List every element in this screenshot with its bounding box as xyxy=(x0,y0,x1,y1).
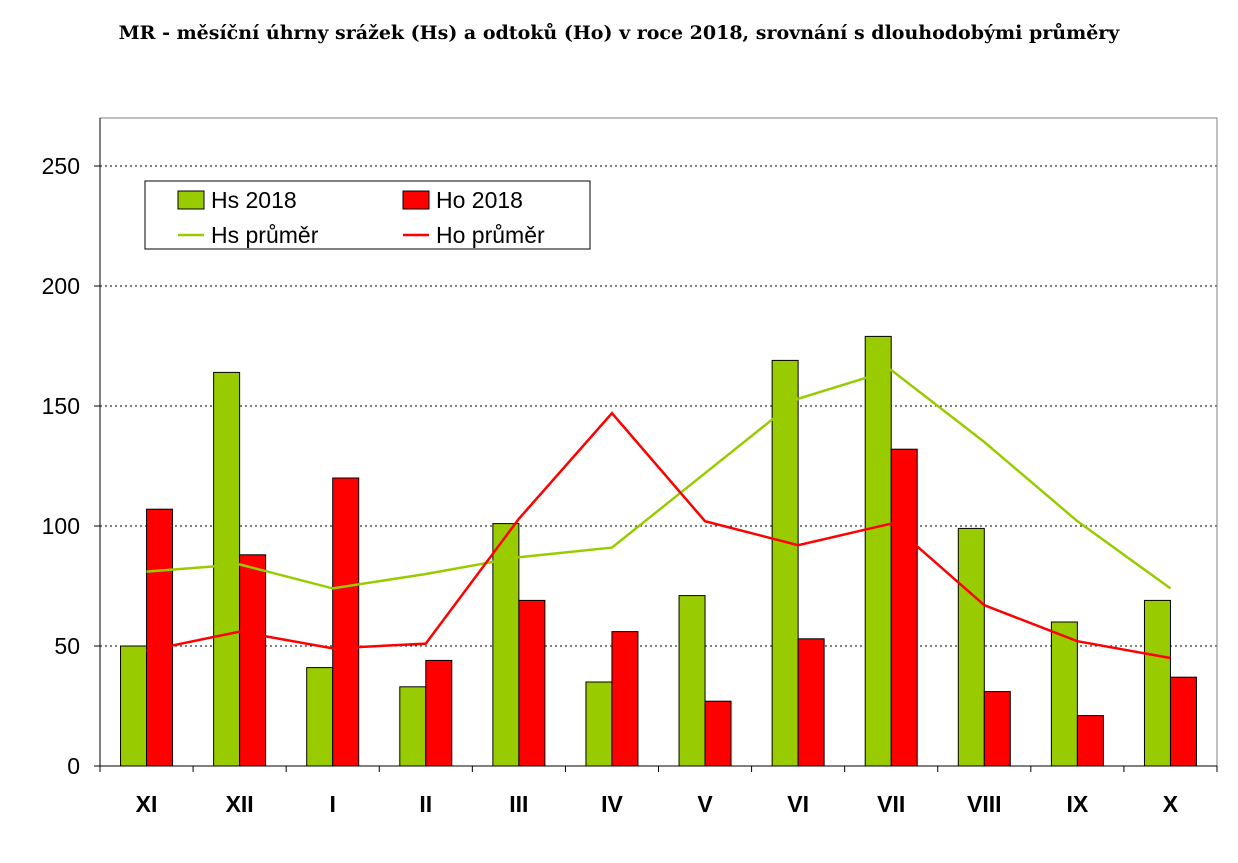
chart-title: MR - měsíční úhrny srážek (Hs) a odtoků … xyxy=(118,22,1120,44)
bar-ho-2018 xyxy=(983,691,1011,767)
bar-ho-2018 xyxy=(890,448,918,767)
bar-hs-2018 xyxy=(864,335,892,767)
y-tick-label: 50 xyxy=(54,633,80,659)
bar-ho-2018 xyxy=(797,638,825,767)
x-tick-label: II xyxy=(419,791,432,817)
bar-hs-2018 xyxy=(957,527,985,767)
bar-hs-2018 xyxy=(492,523,520,767)
x-tick-label: IX xyxy=(1067,791,1089,817)
x-tick-label: V xyxy=(697,791,713,817)
bar-ho-2018 xyxy=(425,659,453,767)
x-tick-label: VI xyxy=(787,791,809,817)
x-tick-label: XII xyxy=(226,791,254,817)
y-tick-label: 250 xyxy=(42,153,80,179)
x-tick-label: XI xyxy=(136,791,158,817)
bar-ho-2018 xyxy=(611,631,639,767)
bar-ho-2018 xyxy=(1169,676,1197,767)
legend-label: Ho 2018 xyxy=(436,187,523,213)
y-tick-label: 150 xyxy=(42,393,80,419)
bar-hs-2018 xyxy=(120,645,148,767)
bar-hs-2018 xyxy=(213,371,241,767)
bar-ho-2018 xyxy=(146,508,174,767)
x-tick-label: IV xyxy=(601,791,623,817)
series-line xyxy=(146,411,1171,660)
x-tick-label: VIII xyxy=(967,791,1002,817)
bar-hs-2018 xyxy=(585,681,613,767)
legend-label: Hs 2018 xyxy=(211,187,297,213)
legend-label: Hs průměr xyxy=(211,222,319,248)
x-tick-label: VII xyxy=(877,791,905,817)
bar-hs-2018 xyxy=(678,595,706,767)
lines xyxy=(146,368,1172,660)
legend-label: Ho průměr xyxy=(436,222,545,248)
x-tick-label: X xyxy=(1163,791,1179,817)
bar-ho-2018 xyxy=(518,599,546,767)
bar-hs-2018 xyxy=(306,667,334,767)
bar-hs-2018 xyxy=(1143,599,1171,767)
x-tick-label: I xyxy=(330,791,336,817)
bar-hs-2018 xyxy=(1050,621,1078,767)
bar-ho-2018 xyxy=(332,477,360,767)
bar-hs-2018 xyxy=(399,686,427,767)
legend-swatch xyxy=(177,190,205,210)
series-line xyxy=(146,368,1172,590)
bar-ho-2018 xyxy=(1076,715,1104,767)
bars xyxy=(120,335,1197,767)
legend-swatch xyxy=(402,190,430,210)
y-tick-label: 100 xyxy=(42,513,80,539)
legend-box xyxy=(144,180,591,250)
y-tick-label: 200 xyxy=(42,273,80,299)
x-tick-label: III xyxy=(509,791,528,817)
y-tick-label: 0 xyxy=(67,753,80,779)
grid xyxy=(100,165,1217,647)
legend: Hs 2018 Ho 2018 Hs průměr Ho průměr xyxy=(144,180,591,250)
bar-ho-2018 xyxy=(239,554,267,767)
bar-ho-2018 xyxy=(704,700,732,767)
bar-hs-2018 xyxy=(771,359,799,767)
